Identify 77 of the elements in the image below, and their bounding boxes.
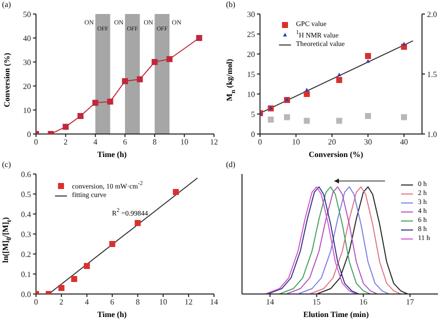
x-tick-label: 6	[123, 138, 127, 147]
y-tick-label: 30	[23, 58, 31, 67]
y-tick-label: 0.6	[21, 170, 31, 179]
x-tick-label: 20	[328, 138, 336, 147]
y2-tick-label: 1.5	[427, 70, 437, 79]
y-tick-label: 5	[251, 110, 255, 119]
x-tick-label: 16	[359, 298, 368, 307]
y2-tick-label: 2.0	[427, 10, 437, 19]
point	[172, 189, 179, 195]
y-tick-label: 20	[247, 50, 255, 59]
x-tick-label: 2	[59, 298, 64, 307]
x-tick-label: 14	[266, 298, 274, 307]
x-axis-title: Time (h)	[96, 310, 128, 319]
y-axis-title: Conversion (%)	[2, 52, 12, 108]
x-tick-label: 40	[400, 138, 408, 147]
point	[122, 78, 128, 84]
point	[166, 56, 172, 62]
point	[92, 100, 98, 106]
x-tick-label: 8	[152, 138, 157, 147]
point	[336, 77, 342, 83]
x-tick-label: 15	[312, 298, 321, 307]
x-tick-label: 0	[34, 298, 38, 307]
point	[196, 35, 202, 41]
x-tick-label: 8	[136, 298, 140, 307]
y-tick-label: 0.5	[21, 190, 31, 199]
y2-tick-label: 1.0	[427, 130, 437, 139]
chart-title: (a)	[2, 0, 11, 9]
x-tick-label: 12	[210, 138, 218, 147]
x-axis-title: Time (h)	[96, 150, 128, 159]
y-tick-label: 10	[247, 90, 255, 99]
y-tick-label: 15	[247, 70, 255, 79]
point	[71, 276, 78, 282]
y-tick-label: 20	[23, 82, 31, 91]
x-tick-label: 0	[34, 138, 38, 147]
chart-title: (b)	[226, 0, 236, 9]
y-tick-label: 0.3	[21, 230, 31, 239]
point	[304, 88, 309, 92]
point	[152, 59, 158, 65]
y-tick-label: 0	[27, 130, 31, 139]
x-tick-label: 17	[406, 298, 414, 307]
point	[402, 42, 406, 46]
y-tick-label: 0.2	[21, 250, 31, 259]
point	[365, 53, 371, 59]
y-tick-label: 0.1	[21, 270, 31, 279]
point	[109, 241, 116, 247]
x-axis-title: Elution Time (min)	[302, 310, 370, 319]
x-tick-label: 4	[93, 138, 98, 147]
y-tick-label: 40	[23, 34, 31, 43]
y-tick-label: 0	[251, 130, 255, 139]
point	[304, 91, 310, 97]
point	[136, 76, 143, 82]
x-tick-label: 4	[84, 298, 89, 307]
y-tick-label: 25	[247, 30, 255, 39]
point	[337, 72, 342, 76]
x-tick-label: 30	[364, 138, 372, 147]
chart-title: (d)	[226, 160, 236, 169]
x-tick-label: 2	[64, 138, 68, 147]
chart-title: (c)	[2, 160, 11, 169]
point	[58, 285, 64, 291]
y-tick-label: 30	[247, 10, 255, 19]
x-tick-label: 0	[258, 138, 262, 147]
point	[107, 98, 114, 105]
x-tick-label: 14	[210, 298, 218, 307]
y-tick-label: 0.4	[21, 210, 31, 219]
point	[84, 263, 90, 269]
x-tick-label: 10	[292, 138, 300, 147]
point	[62, 124, 69, 130]
x-tick-label: 12	[184, 298, 193, 307]
y-tick-label: 0.0	[21, 290, 31, 299]
y-tick-label: 50	[23, 10, 31, 19]
point	[134, 220, 141, 226]
x-tick-label: 6	[110, 298, 114, 307]
point	[78, 113, 84, 119]
y-tick-label: 10	[23, 106, 31, 115]
x-tick-label: 10	[180, 138, 188, 147]
x-axis-title: Conversion (%)	[308, 150, 364, 159]
x-tick-label: 10	[159, 298, 168, 307]
